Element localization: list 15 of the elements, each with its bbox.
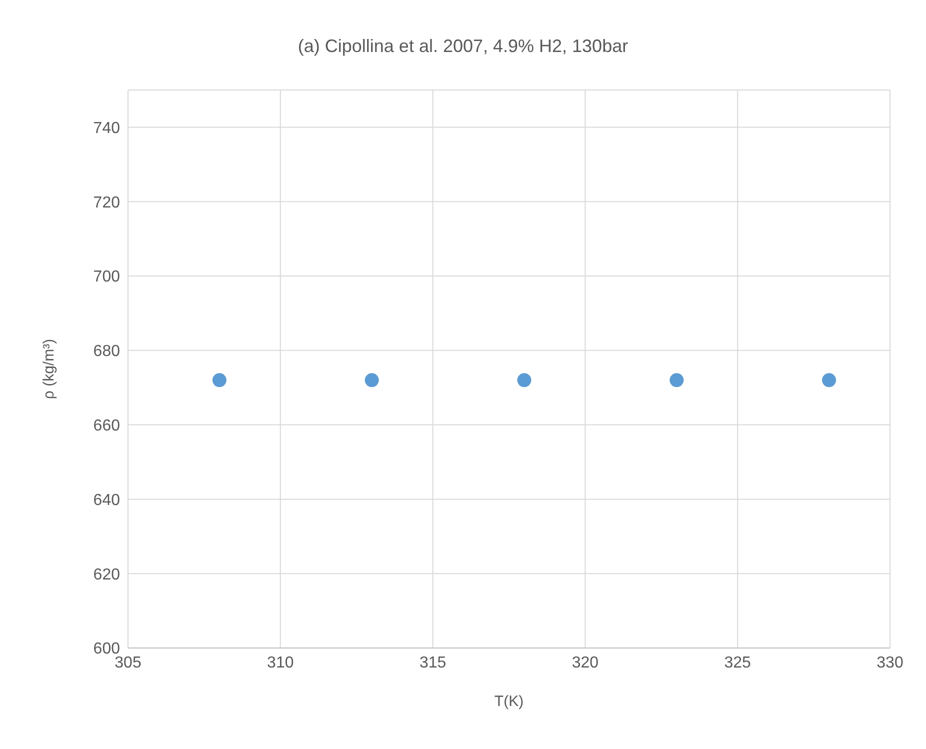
y-tick-label: 680	[93, 343, 120, 360]
y-tick-label: 620	[93, 566, 120, 584]
y-tick-label: 640	[93, 492, 120, 509]
y-tick-label: 700	[93, 268, 120, 286]
y-tick-label: 720	[93, 194, 120, 212]
x-axis-title: T(K)	[494, 693, 524, 710]
x-tick-label: 325	[724, 654, 752, 672]
y-axis-title: ρ (kg/m³)	[40, 338, 58, 400]
x-tick-label: 315	[419, 654, 446, 672]
x-tick-label: 320	[572, 654, 599, 672]
y-tick-label: 740	[93, 120, 120, 137]
x-tick-label: 330	[876, 654, 904, 672]
y-tick-label: 660	[93, 417, 120, 434]
x-tick-label: 310	[267, 654, 294, 672]
chart-title: (a) Cipollina et al. 2007, 4.9% H2, 130bar	[296, 36, 630, 57]
